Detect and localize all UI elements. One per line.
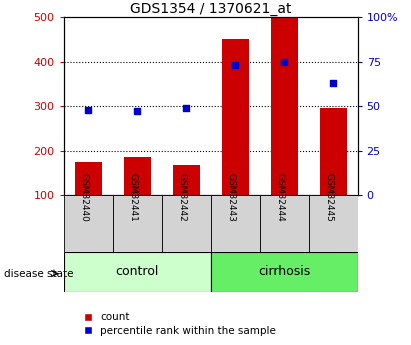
- Bar: [113, 195, 162, 252]
- Text: GSM32443: GSM32443: [226, 173, 235, 222]
- Bar: [211, 252, 358, 292]
- Bar: [309, 195, 358, 252]
- Bar: [75, 161, 102, 195]
- Text: GSM32442: GSM32442: [177, 174, 186, 222]
- Text: GSM32441: GSM32441: [128, 173, 137, 222]
- Bar: [124, 157, 151, 195]
- Bar: [64, 252, 210, 292]
- Bar: [260, 195, 309, 252]
- Text: cirrhosis: cirrhosis: [258, 265, 310, 278]
- Title: GDS1354 / 1370621_at: GDS1354 / 1370621_at: [130, 2, 291, 16]
- Point: [183, 105, 189, 111]
- Bar: [64, 195, 113, 252]
- Bar: [222, 39, 249, 195]
- Bar: [320, 108, 346, 195]
- Legend: count, percentile rank within the sample: count, percentile rank within the sample: [79, 308, 280, 340]
- Bar: [211, 195, 260, 252]
- Point: [330, 80, 336, 86]
- Text: GSM32440: GSM32440: [79, 173, 88, 222]
- Text: GSM32444: GSM32444: [275, 174, 284, 222]
- Point: [232, 62, 238, 68]
- Point: [85, 107, 92, 112]
- Text: control: control: [115, 265, 159, 278]
- Point: [134, 109, 141, 114]
- Text: disease state: disease state: [4, 269, 74, 278]
- Text: GSM32445: GSM32445: [324, 173, 333, 222]
- Point: [281, 59, 287, 65]
- Bar: [173, 165, 200, 195]
- Bar: [162, 195, 211, 252]
- Bar: [270, 17, 298, 195]
